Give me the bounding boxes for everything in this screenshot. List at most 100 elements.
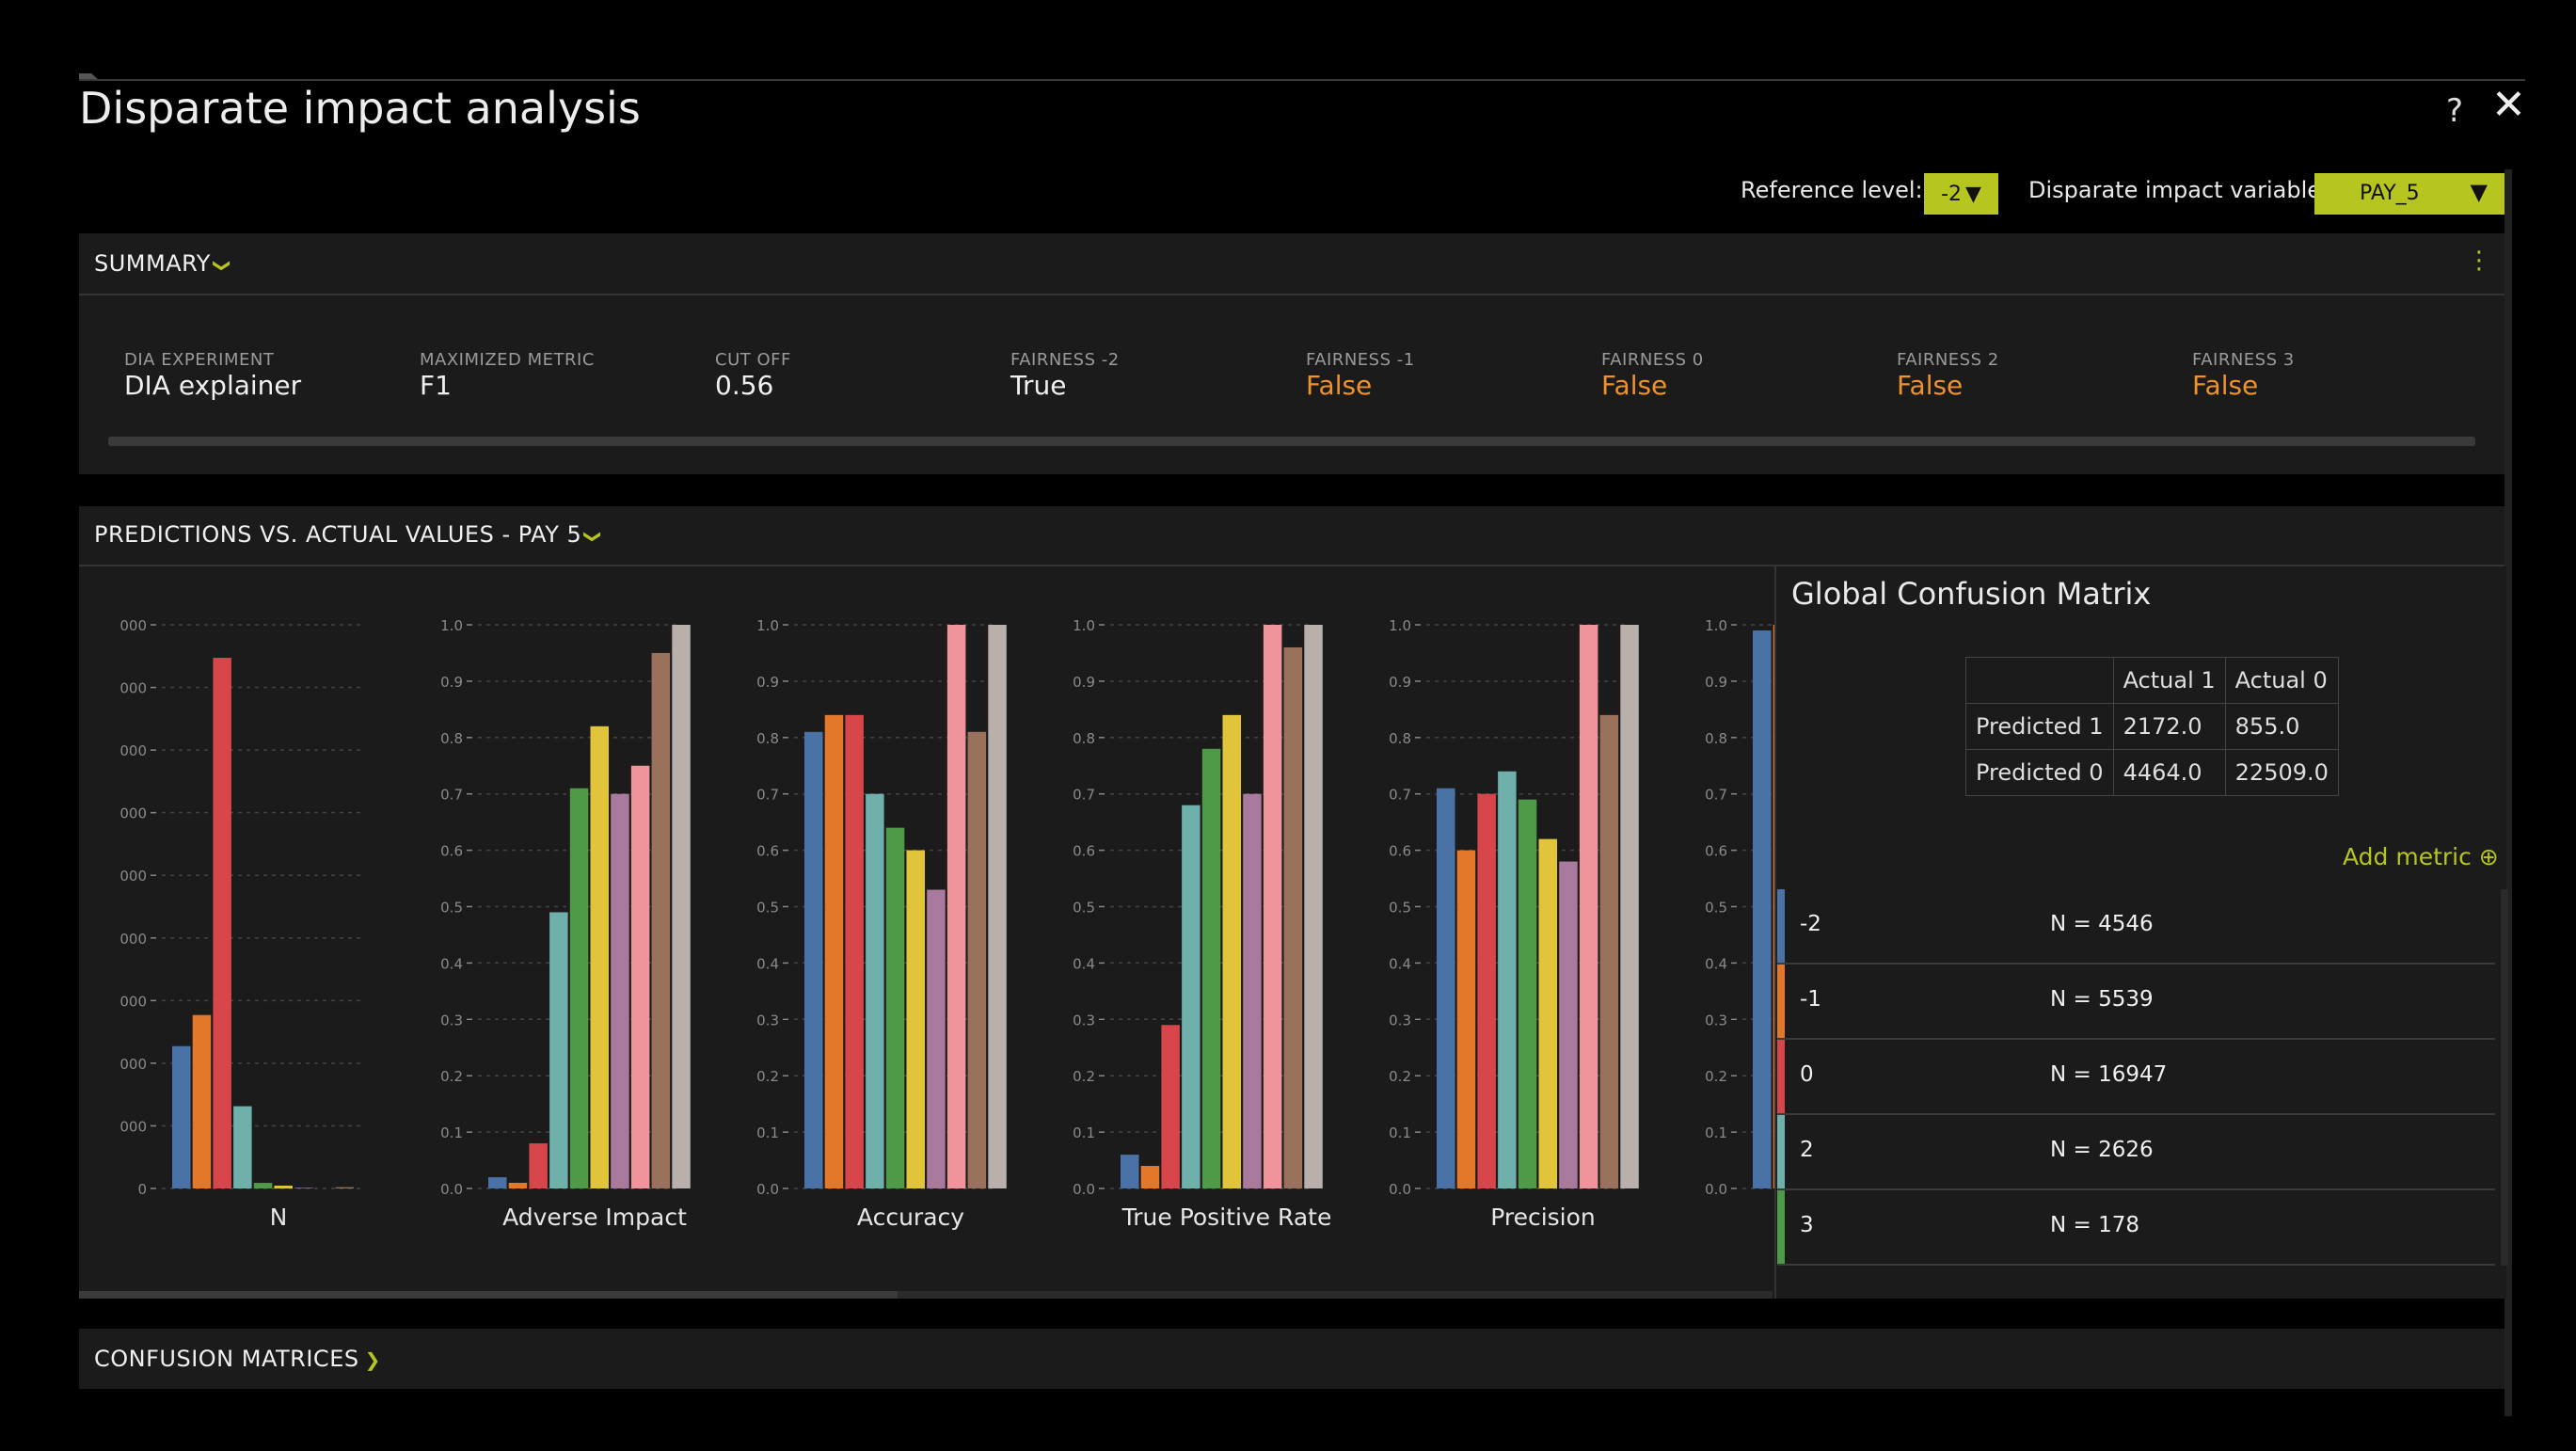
bar <box>651 652 671 1188</box>
page-title: Disparate impact analysis <box>79 83 641 134</box>
summary-item-value: F1 <box>420 370 452 401</box>
bar <box>967 731 987 1188</box>
legend-color-swatch <box>1777 889 1785 963</box>
legend-row[interactable]: 0 N = 16947 <box>1777 1040 2495 1115</box>
bar <box>1263 625 1282 1188</box>
di-variable-dropdown[interactable]: PAY_5 ▼ <box>2314 173 2504 215</box>
y-tick-label: 0.3 <box>440 1012 463 1028</box>
close-icon[interactable]: ✕ <box>2491 81 2526 129</box>
y-tick-label: 0.6 <box>1389 843 1411 860</box>
bar <box>274 1186 293 1188</box>
charts-scrollbar-thumb[interactable] <box>79 1291 898 1299</box>
y-tick-label: 0.5 <box>756 900 779 917</box>
y-tick-label: 000 <box>119 931 147 948</box>
summary-item-value: True <box>1010 370 1067 401</box>
summary-item-label: FAIRNESS -2 <box>1010 350 1120 370</box>
window-top-border <box>79 79 2525 81</box>
summary-item-value: 0.56 <box>715 370 774 401</box>
predictions-toggle[interactable]: PREDICTIONS VS. ACTUAL VALUES - PAY 5❯ <box>94 521 603 548</box>
y-tick-label: 0 <box>137 1181 147 1198</box>
chart: 0.0 0.1 0.2 0.3 0.4 0.5 0.6 0.7 0.8 0.9 1.0 Adverse… <box>440 617 691 1231</box>
summary-menu-icon[interactable]: ⋮ <box>2467 247 2491 275</box>
legend-count: N = 2626 <box>2050 1138 2154 1162</box>
chart: 0.0 0.1 0.2 0.3 0.4 0.5 0.6 0.7 0.8 0.9 1.0 Precisi… <box>1389 617 1639 1231</box>
bar <box>804 731 823 1188</box>
legend-row[interactable]: -2 N = 4546 <box>1777 889 2495 965</box>
summary-item: FAIRNESS -1 False <box>1306 350 1415 401</box>
y-tick-label: 0.9 <box>1073 674 1095 691</box>
y-tick-label: 0.4 <box>756 955 779 972</box>
bar <box>1304 625 1323 1188</box>
bar <box>1182 805 1201 1188</box>
legend-count: N = 4546 <box>2050 912 2154 936</box>
bar <box>233 1106 252 1188</box>
bar <box>1538 838 1557 1188</box>
summary-scrollbar[interactable] <box>108 437 2475 446</box>
bar <box>253 1183 273 1188</box>
di-variable-value: PAY_5 <box>2360 182 2420 205</box>
bar <box>1201 748 1221 1188</box>
legend-scrollbar[interactable] <box>2501 889 2508 1266</box>
legend-row[interactable]: 2 N = 2626 <box>1777 1115 2495 1190</box>
bar <box>611 793 629 1188</box>
y-tick-label: 0.4 <box>440 955 463 972</box>
table-cell: 4464.0 <box>2112 749 2226 796</box>
table-cell: 2172.0 <box>2112 703 2226 750</box>
bar <box>1140 1166 1160 1188</box>
page-scrollbar[interactable] <box>2504 169 2512 1416</box>
predictions-header-bar <box>79 506 2504 566</box>
dropdown-arrow-icon: ▼ <box>2470 179 2488 205</box>
bar <box>824 714 844 1188</box>
legend-row[interactable]: -1 N = 5539 <box>1777 965 2495 1040</box>
di-variable-label: Disparate impact variable: <box>2028 177 2330 203</box>
y-tick-label: 0.5 <box>1389 900 1411 917</box>
help-icon[interactable]: ? <box>2446 92 2464 130</box>
y-tick-label: 0.7 <box>756 787 779 804</box>
summary-item: FAIRNESS 2 False <box>1897 350 1999 401</box>
bar <box>1753 630 1772 1188</box>
predictions-title: PREDICTIONS VS. ACTUAL VALUES - PAY 5 <box>94 521 582 548</box>
bar <box>1456 850 1476 1188</box>
charts-scrollbar-track[interactable] <box>79 1291 1773 1299</box>
bar <box>1437 788 1455 1188</box>
y-tick-label: 0.5 <box>440 900 463 917</box>
legend-level: 3 <box>1800 1213 1814 1237</box>
bar <box>569 788 589 1188</box>
x-axis-label: N <box>270 1204 288 1231</box>
add-metric-button[interactable]: Add metric ⊕ <box>2343 843 2499 870</box>
summary-toggle[interactable]: SUMMARY❯ <box>94 250 232 277</box>
y-tick-label: 0.1 <box>1389 1124 1411 1141</box>
legend-row[interactable]: 3 N = 178 <box>1777 1190 2495 1266</box>
bar <box>630 765 650 1188</box>
confusion-matrices-title: CONFUSION MATRICES <box>94 1346 359 1372</box>
y-tick-label: 000 <box>119 680 147 697</box>
y-tick-label: 0.2 <box>1705 1068 1727 1085</box>
chevron-down-icon: ❯ <box>212 258 232 274</box>
table-row: Predicted 0 4464.0 22509.0 <box>1965 749 2339 796</box>
summary-item-label: FAIRNESS 2 <box>1897 350 1999 370</box>
y-tick-label: 0.8 <box>756 730 779 747</box>
table-cell: Predicted 1 <box>1965 703 2114 750</box>
y-tick-label: 0.8 <box>1073 730 1095 747</box>
bar <box>1161 1025 1180 1188</box>
bar <box>927 889 946 1188</box>
bar <box>1579 625 1598 1188</box>
y-tick-label: 1.0 <box>440 617 463 634</box>
bar <box>1559 861 1578 1188</box>
metric-charts: 0000000000000000000000000000N0.00.10.20.… <box>119 617 1774 1231</box>
bar <box>1477 793 1496 1188</box>
table-row: Actual 1 Actual 0 <box>1965 657 2339 704</box>
confusion-matrices-toggle[interactable]: CONFUSION MATRICES ❯ <box>94 1346 381 1372</box>
y-tick-label: 0.2 <box>756 1068 779 1085</box>
y-tick-label: 0.0 <box>1705 1181 1727 1198</box>
y-tick-label: 0.0 <box>1389 1181 1411 1198</box>
y-tick-label: 0.7 <box>1073 787 1095 804</box>
reference-level-dropdown[interactable]: -2 ▼ <box>1924 173 1998 215</box>
bar <box>1283 646 1303 1188</box>
chart: 0.0 0.1 0.2 0.3 0.4 0.5 0.6 0.7 0.8 0.9 1.0 Accurac… <box>756 617 1007 1231</box>
y-tick-label: 000 <box>119 1118 147 1135</box>
bar <box>1599 714 1619 1188</box>
legend-color-swatch <box>1777 1115 1785 1188</box>
summary-item-label: MAXIMIZED METRIC <box>420 350 595 370</box>
legend-count: N = 178 <box>2050 1213 2139 1237</box>
